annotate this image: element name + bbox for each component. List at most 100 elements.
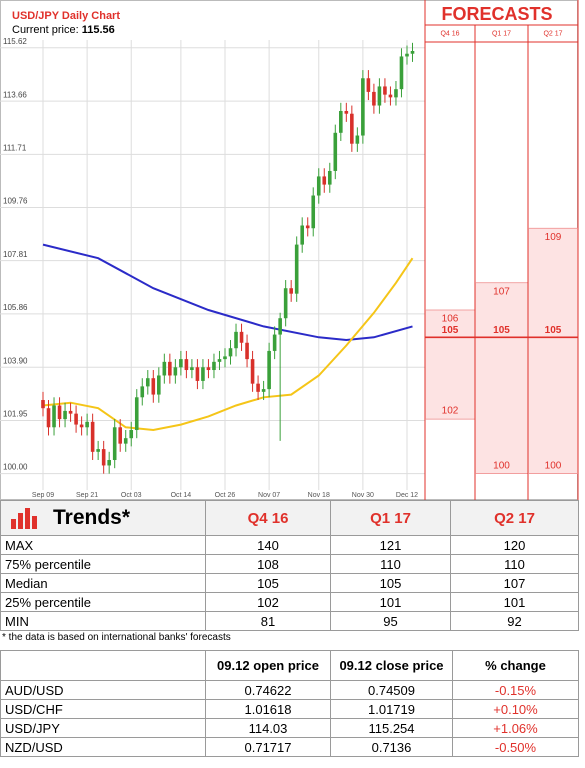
- candle-body: [41, 400, 45, 409]
- candle-body: [107, 460, 111, 466]
- candle-body: [289, 288, 293, 294]
- candle-body: [228, 348, 233, 357]
- candle-body: [410, 50, 415, 54]
- current-price-label: Current price:: [12, 24, 79, 36]
- forecast-range: [425, 310, 475, 420]
- candle-body: [57, 405, 62, 420]
- table-cell: 0.7136: [330, 737, 453, 757]
- candle-body: [46, 408, 51, 428]
- table-cell: +0.10%: [452, 699, 579, 719]
- column-header: Q4 16: [205, 500, 331, 536]
- candle-body: [256, 383, 260, 392]
- header-row: 09.12 open price 09.12 close price% chang…: [0, 650, 579, 681]
- table-cell: 140: [205, 535, 331, 555]
- column-header: Q1 17: [330, 500, 451, 536]
- table-row: Median 105 105 107: [0, 573, 579, 593]
- x-tick-label: Nov 18: [308, 492, 330, 499]
- candle-body: [118, 427, 123, 444]
- moving-average: [42, 257, 414, 432]
- candle-body: [250, 359, 255, 384]
- y-tick-label: 105.86: [3, 303, 28, 312]
- table-row: 25% percentile 102 101 101: [0, 592, 579, 612]
- candle-body: [405, 53, 409, 57]
- header-row: Trends* Q4 16 Q1 17 Q2 17: [0, 500, 579, 536]
- candle-body: [184, 359, 189, 371]
- candle-body: [278, 318, 282, 335]
- candle-body: [245, 342, 249, 360]
- candle-body: [52, 405, 56, 428]
- table-cell: AUD/USD: [0, 680, 206, 700]
- y-tick-label: 111.71: [3, 143, 27, 152]
- candle-body: [388, 94, 393, 98]
- candle-body: [212, 361, 216, 371]
- candle-body: [217, 359, 222, 362]
- candle-body: [145, 378, 150, 387]
- candle-body: [157, 375, 161, 395]
- candle-body: [68, 410, 73, 414]
- table-row: MAX 140 121 120: [0, 535, 579, 555]
- table-cell: NZD/USD: [0, 737, 206, 757]
- candle-body: [372, 91, 376, 106]
- column-header: Q2 17: [450, 500, 579, 536]
- x-tick-label: Sep 09: [32, 492, 54, 499]
- x-tick-label: Oct 14: [171, 492, 192, 499]
- chart-title: USD/JPY Daily Chart: [12, 10, 120, 22]
- table-cell: 81: [205, 611, 331, 631]
- y-tick-label: 101.95: [3, 410, 28, 419]
- table-cell: MIN: [0, 611, 206, 631]
- candle-body: [190, 367, 194, 371]
- candle-body: [112, 427, 117, 461]
- table-row: USD/CHF 1.01618 1.01719 +0.10%: [0, 699, 579, 719]
- table-cell: 115.254: [330, 718, 453, 738]
- candle-body: [129, 430, 134, 439]
- trends-title: Trends*: [53, 506, 131, 529]
- table-cell: 105: [205, 573, 331, 593]
- candle-body: [239, 331, 244, 343]
- candle-body: [195, 367, 200, 381]
- table-cell: 120: [450, 535, 579, 555]
- candle-body: [322, 176, 327, 185]
- table-cell: 0.74509: [330, 680, 453, 700]
- table-cell: 107: [450, 573, 579, 593]
- candle-body: [283, 288, 288, 319]
- candle-body: [234, 331, 238, 349]
- forecast-high-label: 109: [545, 232, 562, 243]
- candle-body: [123, 438, 128, 444]
- forecasts-title: FORECASTS: [441, 4, 552, 24]
- candle-body: [333, 132, 338, 171]
- forecast-median-label: 105: [442, 325, 459, 336]
- y-tick-label: 100.00: [3, 463, 28, 472]
- table-cell: 1.01618: [205, 699, 331, 719]
- table-cell: 110: [450, 554, 579, 574]
- x-tick-label: Nov 30: [352, 492, 374, 499]
- candle-body: [101, 449, 106, 466]
- table-cell: -0.15%: [452, 680, 579, 700]
- y-tick-label: 107.81: [3, 250, 28, 259]
- prices-table: 09.12 open price 09.12 close price% chang…: [0, 650, 579, 757]
- table-cell: 75% percentile: [0, 554, 206, 574]
- candle-body: [383, 86, 387, 95]
- header-cell: Trends*: [0, 500, 206, 536]
- candle-body: [399, 56, 404, 90]
- table-cell: 1.01719: [330, 699, 453, 719]
- candle-body: [223, 356, 227, 360]
- table-cell: 0.74622: [205, 680, 331, 700]
- table-cell: -0.50%: [452, 737, 579, 757]
- forecast-high-label: 107: [493, 286, 510, 297]
- forecast-low-label: 100: [545, 460, 562, 471]
- forecast-low-label: 100: [493, 460, 510, 471]
- candle-body: [179, 359, 183, 368]
- x-tick-label: Sep 21: [76, 492, 98, 499]
- candle-body: [96, 449, 100, 452]
- table-row: 75% percentile 108 110 110: [0, 554, 579, 574]
- table-cell: MAX: [0, 535, 206, 555]
- column-header: % change: [452, 650, 579, 681]
- column-header: 09.12 close price: [330, 650, 453, 681]
- candle-body: [261, 389, 266, 392]
- moving-average: [42, 243, 413, 342]
- candle-body: [272, 334, 277, 351]
- candle-body: [90, 421, 95, 452]
- x-tick-label: Dec 12: [396, 492, 418, 499]
- candle-body: [300, 225, 305, 245]
- candle-body: [344, 110, 349, 114]
